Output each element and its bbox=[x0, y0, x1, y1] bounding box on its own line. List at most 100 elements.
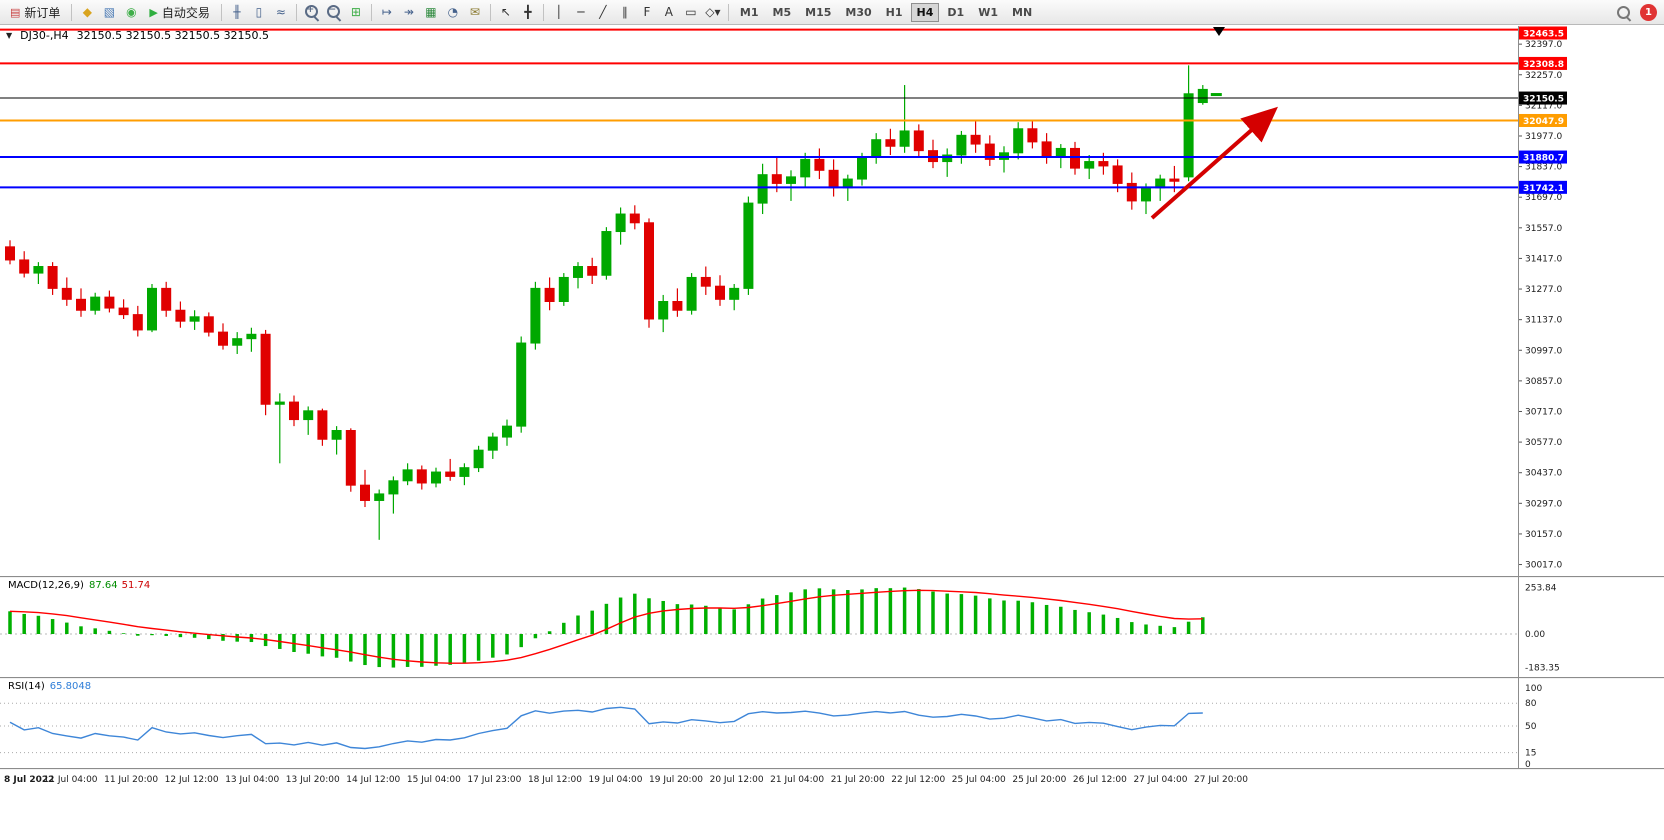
candle bbox=[771, 174, 782, 184]
candle bbox=[76, 298, 86, 311]
candle bbox=[487, 436, 498, 451]
trend-arrow[interactable] bbox=[1150, 106, 1278, 220]
new-order-button[interactable]: ▤ 新订单 bbox=[4, 2, 66, 22]
clock-icon[interactable]: ◔ bbox=[447, 4, 459, 19]
price-tag bbox=[1519, 180, 1567, 194]
candle bbox=[1197, 88, 1208, 104]
timeframe-mn-button[interactable]: MN bbox=[1012, 5, 1033, 19]
bar-chart-icon[interactable]: ╫ bbox=[233, 4, 241, 19]
candle bbox=[61, 287, 72, 300]
timeframe-m15-button[interactable]: M15 bbox=[805, 5, 832, 19]
auto-scroll-icon[interactable]: ↠ bbox=[403, 4, 414, 19]
time-marker-icon bbox=[1213, 27, 1225, 36]
text-icon[interactable]: A bbox=[664, 4, 674, 19]
price-axis-label: 30437.0 bbox=[1525, 469, 1562, 479]
metaeditor-icon[interactable]: ◆ bbox=[82, 4, 93, 19]
rsi-label: RSI(14) 65.8048 bbox=[8, 681, 91, 692]
price-axis-label: 31137.0 bbox=[1525, 316, 1562, 326]
macd-scale-label: 253.84 bbox=[1525, 584, 1557, 594]
candle bbox=[1070, 147, 1080, 169]
time-axis-label: 27 Jul 04:00 bbox=[1133, 775, 1187, 785]
timeframe-d1-button[interactable]: D1 bbox=[947, 5, 965, 19]
price-tag-label: 32463.5 bbox=[1523, 30, 1564, 40]
candle bbox=[1112, 165, 1123, 184]
auto-trading-button[interactable]: ▶ 自动交易 bbox=[143, 2, 215, 22]
candle bbox=[672, 301, 683, 311]
timeframe-w1-button[interactable]: W1 bbox=[978, 5, 998, 19]
shapes-icon[interactable]: ◇▾ bbox=[705, 4, 721, 19]
candle bbox=[686, 276, 697, 311]
chart-shift-icon[interactable]: ↦ bbox=[381, 4, 392, 19]
horizontal-line-icon[interactable]: ─ bbox=[577, 4, 585, 19]
candle bbox=[615, 213, 626, 233]
price-tag-label: 32308.8 bbox=[1523, 60, 1564, 70]
candle bbox=[246, 333, 257, 340]
macd-scale-label: -183.35 bbox=[1525, 664, 1560, 674]
market-watch-icon[interactable]: ◉ bbox=[126, 4, 137, 19]
rsi-scale-label: 100 bbox=[1525, 684, 1542, 694]
price-tag-label: 32047.9 bbox=[1523, 117, 1564, 127]
timeframe-h4-button[interactable]: H4 bbox=[910, 2, 940, 22]
line-chart-icon[interactable]: ≈ bbox=[275, 4, 286, 19]
cursor-icon[interactable]: ↖ bbox=[500, 4, 511, 19]
time-axis-label: 25 Jul 20:00 bbox=[1012, 775, 1066, 785]
rsi-scale-label: 80 bbox=[1525, 699, 1537, 709]
candle bbox=[700, 276, 711, 287]
candle bbox=[1041, 141, 1052, 158]
price-axis-label: 30577.0 bbox=[1525, 438, 1562, 448]
candle bbox=[814, 158, 825, 171]
time-axis-label: 19 Jul 20:00 bbox=[649, 775, 703, 785]
candle bbox=[147, 287, 157, 331]
toolbar-separator bbox=[71, 3, 73, 21]
toolbar-separator bbox=[542, 3, 544, 21]
notification-badge[interactable]: 1 bbox=[1640, 3, 1657, 21]
timeframe-m30-button[interactable]: M30 bbox=[845, 5, 872, 19]
macd-name: MACD(12,26,9) bbox=[8, 580, 84, 591]
toolbar-separator bbox=[295, 3, 297, 21]
candle bbox=[132, 314, 143, 331]
vertical-line-icon[interactable]: │ bbox=[555, 4, 563, 19]
zoom-out-icon[interactable]: − bbox=[324, 3, 344, 22]
label-icon[interactable]: ▭ bbox=[685, 4, 697, 19]
toolbar-separator bbox=[220, 3, 222, 21]
candle bbox=[203, 316, 214, 333]
candle bbox=[899, 130, 910, 147]
candle bbox=[5, 246, 15, 261]
candle bbox=[629, 213, 640, 224]
candle bbox=[1126, 182, 1137, 202]
profiles-icon[interactable]: ▧ bbox=[103, 4, 116, 19]
candle bbox=[47, 266, 58, 289]
new-chart-icon[interactable]: ▦ bbox=[425, 4, 437, 19]
crosshair-icon[interactable]: ╋ bbox=[524, 4, 532, 19]
rsi-scale-label: 15 bbox=[1525, 749, 1536, 759]
candle bbox=[1084, 161, 1095, 169]
time-axis-label: 12 Jul 12:00 bbox=[165, 775, 219, 785]
candle bbox=[90, 296, 101, 311]
candle bbox=[828, 169, 839, 189]
timeframe-h1-button[interactable]: H1 bbox=[885, 5, 903, 19]
mail-icon[interactable]: ✉ bbox=[469, 4, 480, 19]
tile-windows-icon[interactable]: ⊞ bbox=[350, 4, 361, 19]
fibonacci-icon[interactable]: F bbox=[643, 4, 651, 19]
timeframe-m5-button[interactable]: M5 bbox=[772, 5, 792, 19]
time-axis-label: 14 Jul 12:00 bbox=[346, 775, 400, 785]
new-order-icon: ▤ bbox=[10, 5, 21, 19]
candlestick-chart-icon[interactable]: ▯ bbox=[255, 4, 263, 19]
candle bbox=[601, 231, 612, 276]
zoom-out-icon-glyph: − bbox=[328, 4, 337, 15]
macd-signal-value: 51.74 bbox=[121, 580, 151, 591]
candle bbox=[189, 316, 200, 322]
zoom-in-icon-glyph: + bbox=[306, 4, 315, 15]
collapse-panel-icon[interactable]: ▼ bbox=[6, 31, 13, 40]
main-toolbar: ▤ 新订单 ◆ ▧ ◉ ▶ 自动交易 ╫ ▯ ≈ + − ⊞ ↦ ↠ ▦ ◔ ✉ ↖ ╋ │ ─ ╱ ∥ F A ▭ ◇▾ M1 M5 M1… bbox=[0, 0, 1664, 25]
search-icon[interactable] bbox=[1614, 3, 1634, 22]
channel-icon[interactable]: ∥ bbox=[621, 4, 628, 19]
auto-trading-button-label: 自动交易 bbox=[161, 5, 210, 20]
zoom-in-icon[interactable]: + bbox=[302, 3, 322, 22]
time-axis-label: 8 Jul 2022 bbox=[4, 775, 54, 785]
time-axis-label: 13 Jul 04:00 bbox=[225, 775, 279, 785]
trendline-icon[interactable]: ╱ bbox=[599, 4, 607, 19]
timeframe-m1-button[interactable]: M1 bbox=[739, 5, 759, 19]
candle bbox=[715, 285, 725, 300]
